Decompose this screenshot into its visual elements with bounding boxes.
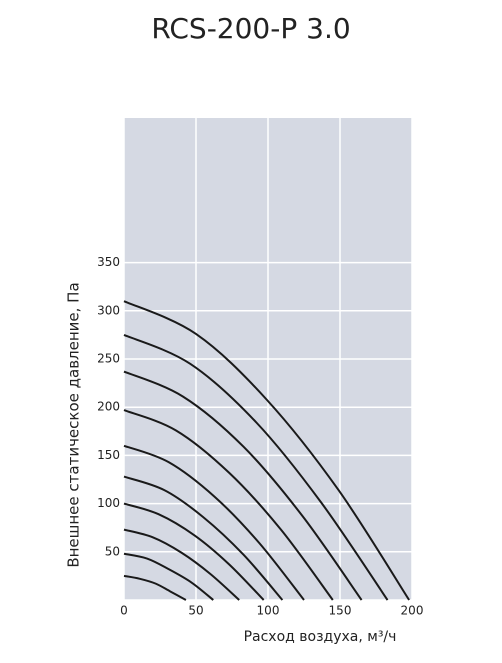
fan-curve (123, 574, 187, 601)
chart-title: RCS-200-P 3.0 (151, 12, 350, 45)
y-tick-label: 100 (97, 496, 120, 510)
y-axis-label: Внешнее статическое давление, Па (65, 282, 83, 567)
y-tick-label: 50 (105, 544, 120, 558)
fan-curve (123, 370, 363, 601)
y-tick-label: 300 (97, 303, 120, 317)
x-tick-label: 150 (329, 604, 352, 618)
y-tick-label: 350 (97, 255, 120, 269)
fan-curve (123, 333, 389, 601)
y-tick-label: 150 (97, 448, 120, 462)
fan-curve (123, 502, 265, 601)
x-tick-label: 200 (401, 604, 424, 618)
y-tick-label: 200 (97, 400, 120, 414)
x-axis-label: Расход воздуха, м³/ч (244, 629, 397, 645)
fan-curve (123, 409, 334, 601)
y-tick-label: 250 (97, 352, 120, 366)
fan-curve (123, 444, 305, 601)
x-tick-label: 50 (188, 604, 203, 618)
fan-curve (123, 528, 240, 601)
fan-curve (123, 475, 284, 601)
fan-curve (123, 300, 410, 601)
fan-curve (123, 552, 214, 601)
x-tick-label: 100 (257, 604, 280, 618)
x-tick-label: 0 (120, 604, 128, 618)
